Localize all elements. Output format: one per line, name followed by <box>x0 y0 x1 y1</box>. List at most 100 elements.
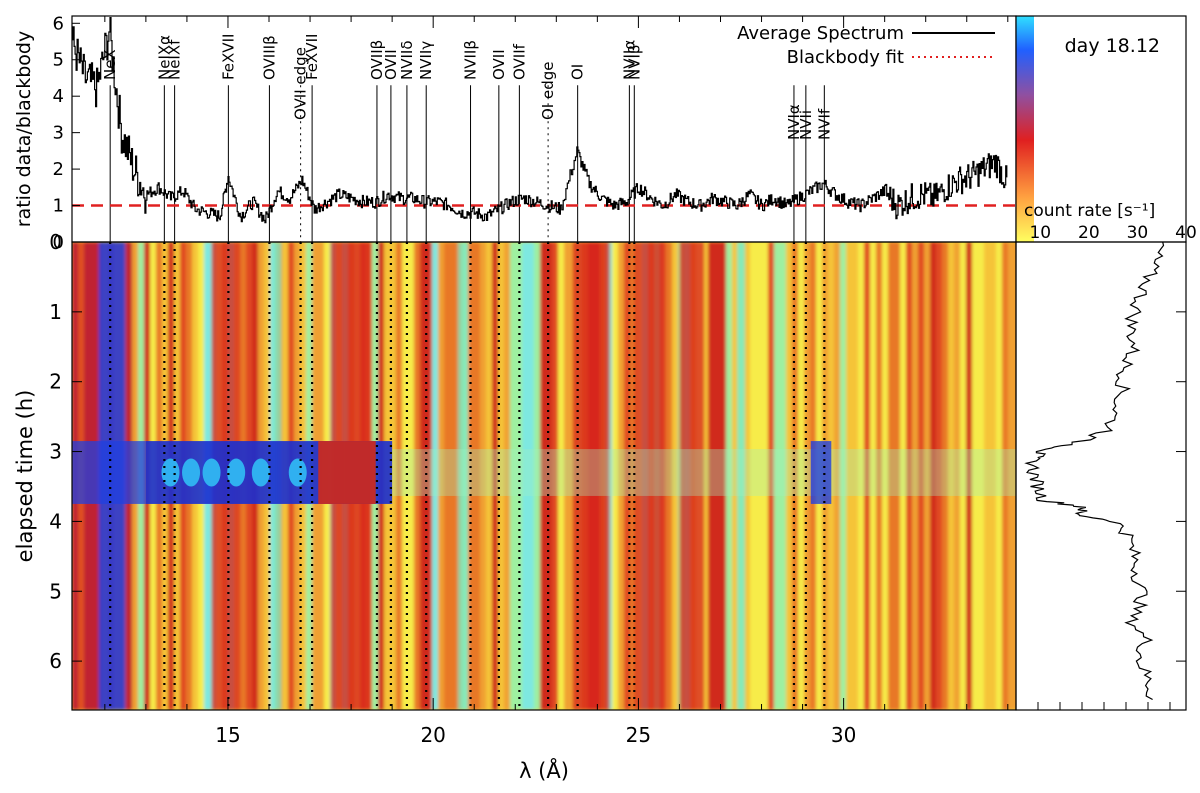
dip-band-blue-left <box>72 441 146 504</box>
heatmap-column <box>450 242 456 710</box>
line-label: NVIIβ <box>462 40 480 80</box>
line-label: FeXVII <box>303 34 321 80</box>
heatmap-column <box>834 242 840 710</box>
heatmap-dip-band <box>72 441 1016 504</box>
heatmap-column <box>798 242 804 710</box>
line-label: OVIIβ <box>368 40 386 80</box>
heatmap-column <box>558 242 564 710</box>
line-label: NeIXf <box>166 39 184 80</box>
line-label: OVII <box>490 49 508 80</box>
average-spectrum-line <box>72 17 1008 224</box>
dip-band-blue-nvi <box>810 441 832 504</box>
line-label: NVIβ <box>625 45 643 80</box>
heatmap-column <box>516 242 522 710</box>
heatmap-column <box>402 242 408 710</box>
heatmap-column <box>768 242 774 710</box>
colorbar-tick-label: 30 <box>1127 223 1149 243</box>
heatmap-column <box>972 242 978 710</box>
heatmap-column <box>666 242 672 710</box>
x-tick-label: 30 <box>831 723 856 747</box>
heatmap-column <box>870 242 876 710</box>
colorbar-ticks: 10 20 30 40 <box>1029 223 1196 243</box>
heatmap-column <box>900 242 906 710</box>
y-tick-label: 2 <box>49 370 62 394</box>
heatmap-column <box>756 242 762 710</box>
heatmap-column <box>708 242 714 710</box>
line-label: NVIi <box>797 110 815 140</box>
y-tick-label: 6 <box>49 649 62 673</box>
lightcurve-frame <box>1015 241 1187 711</box>
heatmap-column <box>408 242 414 710</box>
heatmap-column <box>630 242 636 710</box>
y-tick-label: 0 <box>49 230 62 254</box>
y-axis-label: elapsed time (h) <box>13 390 37 563</box>
line-label: OVII edge <box>292 47 310 120</box>
heatmap-column <box>858 242 864 710</box>
legend-entry-blackbody: Blackbody fit <box>787 47 904 68</box>
line-label: NVIIγ <box>417 41 435 80</box>
heatmap-column <box>618 242 624 710</box>
x-tick-label: 25 <box>626 723 651 747</box>
heatmap-column <box>840 242 846 710</box>
heatmap-column <box>960 242 966 710</box>
dip-hotspot <box>202 458 221 487</box>
ratio-ytick-label: 2 <box>53 159 64 180</box>
x-tick-label: 20 <box>420 723 445 747</box>
colorbar-tick-label: 20 <box>1078 223 1100 243</box>
colorbar-tick-label: 10 <box>1029 223 1051 243</box>
heatmap-column <box>504 242 510 710</box>
colorbar: day 18.12 count rate [s⁻¹] 10 20 30 40 <box>1015 15 1197 243</box>
line-label: NVIα <box>785 104 803 140</box>
heatmap-yaxis: 0 1 2 3 4 5 6 <box>49 230 82 673</box>
line-label: FeXVII <box>219 34 237 80</box>
heatmap-column <box>726 242 732 710</box>
heatmap-column <box>1008 242 1014 710</box>
heatmap-column <box>996 242 1002 710</box>
dip-hotspot <box>161 458 180 487</box>
heatmap-column <box>702 242 708 710</box>
heatmap-column <box>918 242 924 710</box>
heatmap-column <box>612 242 618 710</box>
dip-band-light <box>392 449 1016 496</box>
heatmap-column <box>474 242 480 710</box>
heatmap-column <box>528 242 534 710</box>
heatmap-column <box>882 242 888 710</box>
dip-hotspot <box>227 458 246 487</box>
heatmap-column <box>624 242 630 710</box>
heatmap-column <box>498 242 504 710</box>
ratio-ytick-label: 3 <box>53 123 64 144</box>
heatmap-band <box>457 242 469 710</box>
heatmap-column <box>486 242 492 710</box>
heatmap-column <box>510 242 516 710</box>
heatmap-column <box>984 242 990 710</box>
heatmap-column <box>744 242 750 710</box>
heatmap-column <box>480 242 486 710</box>
ratio-ytick-label: 4 <box>53 86 64 107</box>
heatmap-xaxis: 15 20 25 30 <box>104 16 1009 747</box>
heatmap-column <box>534 242 540 710</box>
heatmap-column <box>444 242 450 710</box>
heatmap-column <box>792 242 798 710</box>
dip-hotspot <box>288 458 307 487</box>
heatmap-column <box>864 242 870 710</box>
heatmap-column <box>966 242 972 710</box>
colorbar-label: count rate [s⁻¹] <box>1024 201 1155 221</box>
heatmap-column <box>714 242 720 710</box>
heatmap-column <box>1002 242 1008 710</box>
y-tick-label: 5 <box>49 579 62 603</box>
y-tick-label: 1 <box>49 300 62 324</box>
heatmap-panel <box>72 242 1016 710</box>
ratio-ytick-label: 5 <box>53 50 64 71</box>
x-axis-label: λ (Å) <box>519 757 569 783</box>
line-identifications <box>109 85 825 242</box>
heatmap-column <box>390 242 396 710</box>
line-label: NVIf <box>815 108 833 140</box>
ratio-yaxis: 0 1 2 3 4 5 6 <box>53 13 80 253</box>
heatmap-column <box>906 242 912 710</box>
ratio-ytick-label: 0 <box>53 232 64 253</box>
heatmap-column <box>894 242 900 710</box>
colorbar-strip <box>1016 16 1034 242</box>
heatmap-column <box>804 242 810 710</box>
